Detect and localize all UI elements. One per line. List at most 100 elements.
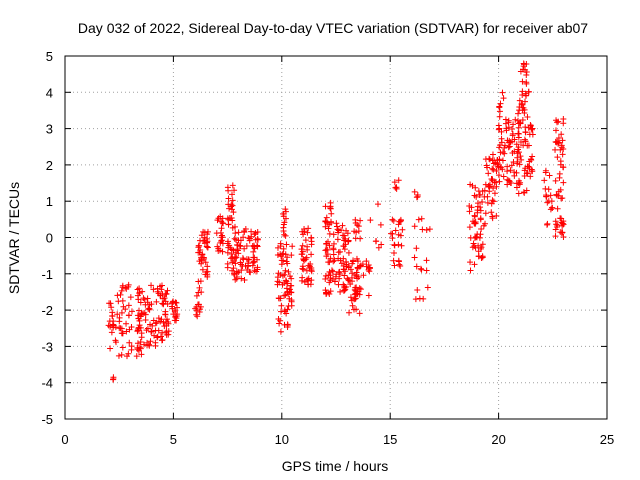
data-point (498, 135, 505, 142)
data-point (390, 217, 397, 224)
data-point (306, 263, 313, 270)
data-point (214, 243, 221, 250)
data-point (478, 244, 485, 251)
data-point (231, 235, 238, 242)
data-point (559, 151, 566, 158)
data-point (251, 231, 258, 238)
data-point (233, 273, 240, 280)
data-point (172, 299, 179, 306)
data-point (467, 267, 474, 274)
data-point (485, 170, 492, 177)
data-point (496, 108, 503, 115)
data-point (489, 151, 496, 158)
data-point (330, 246, 337, 253)
data-point (174, 304, 181, 311)
data-point (522, 165, 529, 172)
data-point (495, 172, 502, 179)
data-point (342, 268, 349, 275)
data-point (511, 169, 518, 176)
data-point (195, 244, 202, 251)
data-point (492, 159, 499, 166)
data-point (152, 327, 159, 334)
data-point (395, 177, 402, 184)
data-point (324, 238, 331, 245)
data-point (288, 289, 295, 296)
data-point (149, 322, 156, 329)
data-point (199, 257, 206, 264)
data-point (241, 276, 248, 283)
data-point (196, 249, 203, 256)
data-point (218, 218, 225, 225)
data-point (198, 254, 205, 261)
data-point (237, 259, 244, 266)
data-point (153, 298, 160, 305)
data-point (515, 130, 522, 137)
data-point (193, 311, 200, 318)
data-point (298, 251, 305, 258)
data-point (521, 136, 528, 143)
data-point (137, 299, 144, 306)
data-point (488, 200, 495, 207)
data-point (171, 308, 178, 315)
data-point (254, 266, 261, 273)
data-point (426, 226, 433, 233)
data-point (555, 139, 562, 146)
data-point (471, 213, 478, 220)
data-point (283, 258, 290, 265)
data-point (337, 288, 344, 295)
data-point (254, 243, 261, 250)
data-point (413, 245, 420, 252)
data-point (475, 248, 482, 255)
data-point (527, 173, 534, 180)
data-point (345, 238, 352, 245)
data-point (330, 240, 337, 247)
data-point (355, 273, 362, 280)
data-point (542, 169, 549, 176)
data-point (301, 279, 308, 286)
data-point (218, 232, 225, 239)
data-point (541, 177, 548, 184)
data-point (308, 241, 315, 248)
data-point (418, 215, 425, 222)
data-point (148, 282, 155, 289)
x-tick-label: 15 (383, 432, 397, 447)
data-point (396, 218, 403, 225)
data-point (289, 243, 296, 250)
data-point (515, 110, 522, 117)
data-point (200, 237, 207, 244)
data-point (138, 351, 145, 358)
data-point (108, 304, 115, 311)
data-point (483, 162, 490, 169)
data-point (497, 100, 504, 107)
data-point (250, 242, 257, 249)
data-point (116, 318, 123, 325)
data-point (341, 232, 348, 239)
data-point (226, 242, 233, 249)
data-point (300, 231, 307, 238)
data-point (516, 107, 523, 114)
data-point (235, 250, 242, 257)
x-axis-label: GPS time / hours (282, 458, 389, 474)
data-point (165, 320, 172, 327)
data-point (134, 346, 141, 353)
data-point (552, 146, 559, 153)
data-point (506, 178, 513, 185)
data-point (322, 272, 329, 279)
data-point (276, 320, 283, 327)
data-point (173, 317, 180, 324)
data-point (248, 228, 255, 235)
data-point (322, 223, 329, 230)
data-point (196, 284, 203, 291)
data-point (224, 215, 231, 222)
data-point (245, 256, 252, 263)
y-tick-label: -3 (41, 339, 53, 354)
data-point (497, 149, 504, 156)
data-point (142, 316, 149, 323)
data-point (475, 200, 482, 207)
data-point (217, 239, 224, 246)
data-point (544, 220, 551, 227)
data-point (418, 266, 425, 273)
data-point (229, 217, 236, 224)
data-point (491, 190, 498, 197)
data-point (282, 215, 289, 222)
